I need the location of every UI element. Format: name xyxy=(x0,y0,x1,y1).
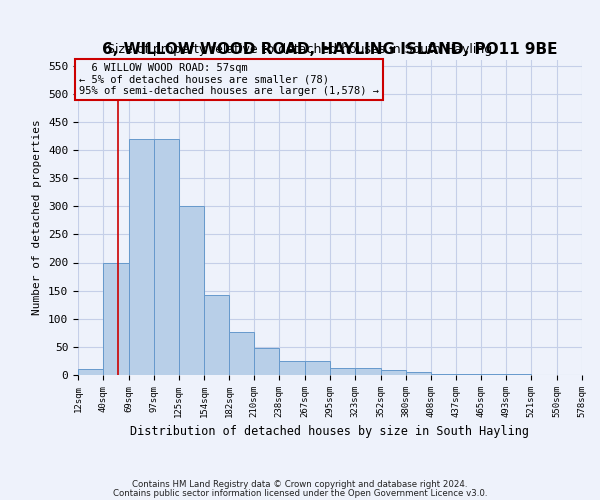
Bar xyxy=(154,138,179,375)
Bar xyxy=(330,368,355,375)
Bar xyxy=(381,370,406,375)
Text: Contains HM Land Registry data © Crown copyright and database right 2024.: Contains HM Land Registry data © Crown c… xyxy=(132,480,468,489)
Bar xyxy=(103,262,129,375)
Bar xyxy=(254,348,279,375)
Bar xyxy=(305,361,330,375)
Bar xyxy=(129,138,154,375)
Text: 6 WILLOW WOOD ROAD: 57sqm
← 5% of detached houses are smaller (78)
95% of semi-d: 6 WILLOW WOOD ROAD: 57sqm ← 5% of detach… xyxy=(79,63,379,96)
Bar xyxy=(229,332,254,375)
Y-axis label: Number of detached properties: Number of detached properties xyxy=(32,120,43,316)
Bar xyxy=(355,368,381,375)
Bar xyxy=(431,374,457,375)
Bar xyxy=(457,374,481,375)
Bar xyxy=(179,206,205,375)
Bar xyxy=(205,294,229,375)
Text: Size of property relative to detached houses in South Hayling: Size of property relative to detached ho… xyxy=(107,42,493,56)
X-axis label: Distribution of detached houses by size in South Hayling: Distribution of detached houses by size … xyxy=(131,426,530,438)
Bar xyxy=(406,372,431,375)
Bar xyxy=(78,370,103,375)
Title: 6, WILLOW WOOD ROAD, HAYLING ISLAND, PO11 9BE: 6, WILLOW WOOD ROAD, HAYLING ISLAND, PO1… xyxy=(102,42,558,58)
Bar xyxy=(279,361,305,375)
Bar xyxy=(481,374,506,375)
Bar xyxy=(506,374,531,375)
Text: Contains public sector information licensed under the Open Government Licence v3: Contains public sector information licen… xyxy=(113,488,487,498)
